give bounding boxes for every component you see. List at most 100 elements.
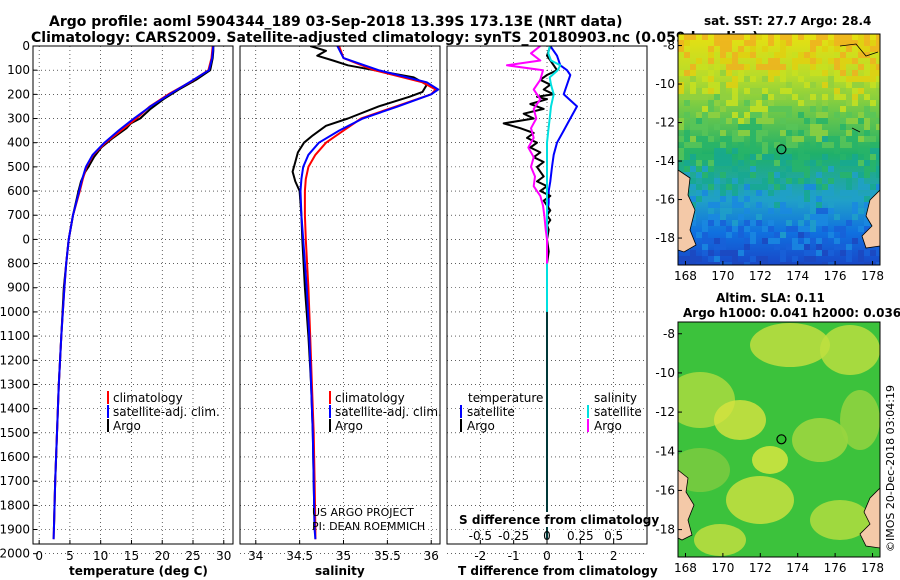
sst-pixel: [690, 166, 696, 172]
sst-pixel: [822, 82, 828, 88]
sst-pixel: [756, 124, 762, 130]
sst-pixel: [798, 58, 804, 64]
sst-pixel: [726, 226, 732, 232]
sst-pixel: [744, 244, 750, 250]
sst-pixel: [768, 172, 774, 178]
sst-pixel: [696, 88, 702, 94]
sst-pixel: [864, 220, 870, 226]
sst-pixel: [690, 196, 696, 202]
sst-pixel: [780, 172, 786, 178]
sst-pixel: [708, 238, 714, 244]
sst-pixel: [798, 232, 804, 238]
sst-pixel: [714, 124, 720, 130]
sst-pixel: [822, 130, 828, 136]
sst-pixel: [864, 148, 870, 154]
salinity-climatology-line: [303, 46, 437, 540]
sst-pixel: [780, 202, 786, 208]
depth-tick-label: 1000: [0, 305, 30, 319]
sst-pixel: [816, 40, 822, 46]
sst-pixel: [786, 184, 792, 190]
sla-land-west: [678, 469, 695, 541]
sst-pixel: [810, 202, 816, 208]
sst-pixel: [852, 82, 858, 88]
x-tick-label: 15: [124, 549, 139, 563]
sst-pixel: [702, 250, 708, 256]
sst-pixel: [714, 178, 720, 184]
sst-pixel: [858, 64, 864, 70]
sla-blob: [810, 500, 870, 540]
figure-title-line2: Climatology: CARS2009. Satellite-adjuste…: [31, 30, 759, 46]
sst-pixel: [744, 238, 750, 244]
sst-pixel: [696, 160, 702, 166]
sst-pixel: [732, 220, 738, 226]
sst-pixel: [768, 196, 774, 202]
sst-pixel: [810, 94, 816, 100]
sst-pixel: [810, 226, 816, 232]
sst-pixel: [708, 250, 714, 256]
sst-pixel: [810, 52, 816, 58]
sst-pixel: [870, 136, 876, 142]
sst-pixel: [822, 112, 828, 118]
sst-pixel: [702, 124, 708, 130]
sst-pixel: [786, 124, 792, 130]
sst-pixel: [696, 124, 702, 130]
sst-pixel: [738, 148, 744, 154]
sst-pixel: [816, 124, 822, 130]
sst-pixel: [708, 220, 714, 226]
sst-pixel: [720, 250, 726, 256]
sst-pixel: [876, 70, 880, 76]
sst-pixel: [852, 130, 858, 136]
sst-pixel: [726, 40, 732, 46]
sst-pixel: [828, 136, 834, 142]
sst-pixel: [750, 148, 756, 154]
sst-pixel: [864, 130, 870, 136]
sst-pixel: [696, 64, 702, 70]
sst-pixel: [786, 154, 792, 160]
sst-pixel: [810, 238, 816, 244]
sst-pixel: [792, 64, 798, 70]
sst-pixel: [720, 154, 726, 160]
sst-pixel: [702, 142, 708, 148]
sst-pixel: [702, 112, 708, 118]
sst-pixel: [870, 250, 876, 256]
sst-pixel: [702, 244, 708, 250]
sst-pixel: [852, 76, 858, 82]
sst-pixel: [708, 82, 714, 88]
sst-pixel: [846, 136, 852, 142]
imos-credit: ©IMOS 20-Dec-2018 03:04:19: [884, 385, 897, 552]
sst-pixel: [744, 190, 750, 196]
sst-pixel: [744, 64, 750, 70]
legend-argo: Argo: [113, 419, 141, 433]
sst-pixel: [816, 178, 822, 184]
sst-pixel: [780, 232, 786, 238]
sst-pixel: [726, 82, 732, 88]
sst-pixel: [864, 160, 870, 166]
sst-pixel: [774, 172, 780, 178]
sst-pixel: [828, 184, 834, 190]
sst-pixel: [858, 208, 864, 214]
sst-pixel: [714, 202, 720, 208]
sst-pixel: [822, 154, 828, 160]
sst-pixel: [876, 40, 880, 46]
sst-pixel: [846, 34, 852, 40]
sst-pixel: [804, 244, 810, 250]
sst-pixel: [870, 154, 876, 160]
sla-field-blobs: [678, 323, 880, 556]
map-y-tick-label: -14: [655, 154, 675, 168]
sst-pixel: [720, 58, 726, 64]
sst-pixel: [762, 106, 768, 112]
sst-pixel: [846, 160, 852, 166]
sst-coast-islet: [851, 127, 861, 133]
sst-pixel: [738, 70, 744, 76]
x-tick-label: 34.5: [286, 549, 313, 563]
sst-pixel: [768, 40, 774, 46]
sst-pixel: [684, 136, 690, 142]
sst-pixel: [822, 226, 828, 232]
sst-pixel: [768, 154, 774, 160]
sst-pixel: [768, 202, 774, 208]
sst-pixel: [726, 232, 732, 238]
sst-pixel: [714, 64, 720, 70]
map-y-tick-label: -16: [655, 193, 675, 207]
sst-pixel: [780, 208, 786, 214]
sst-pixel: [696, 142, 702, 148]
